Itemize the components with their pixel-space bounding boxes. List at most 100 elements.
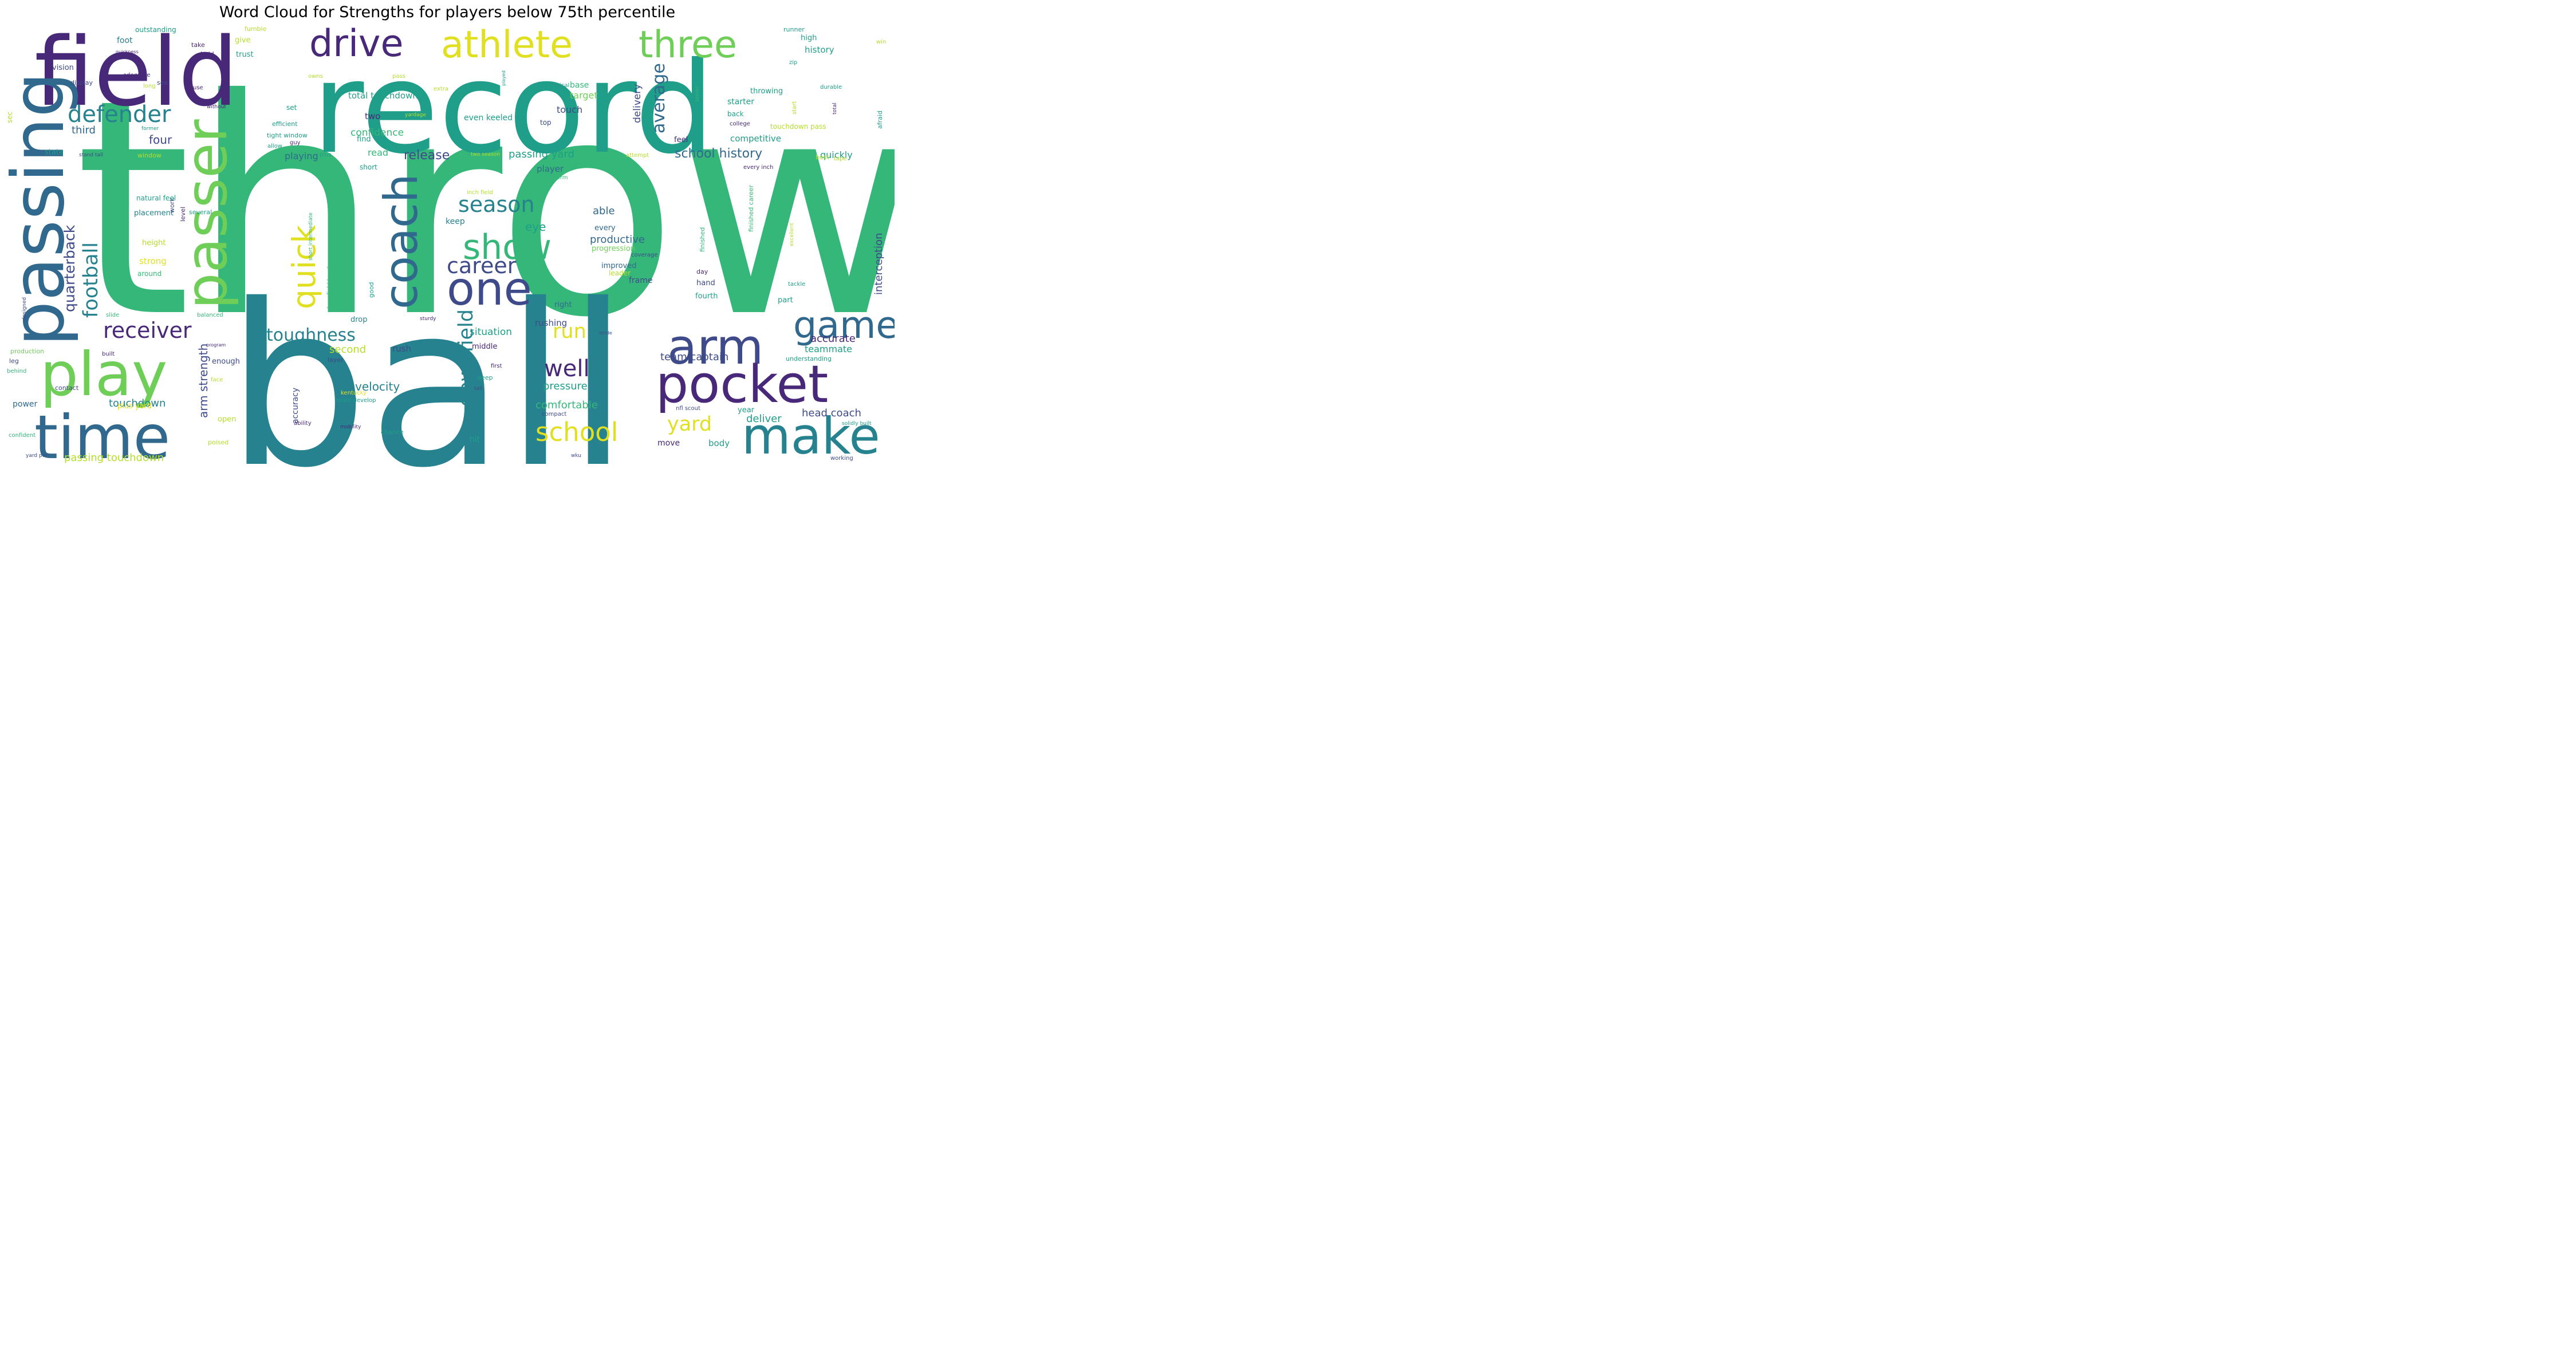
word-73: every <box>594 224 616 232</box>
word-15: one <box>447 262 532 316</box>
word-126: durable <box>820 84 842 90</box>
word-128: afraid <box>876 111 884 129</box>
word-49: confidence <box>350 127 404 139</box>
word-39: interception <box>873 233 885 295</box>
word-112: quickness <box>116 49 139 54</box>
word-37: passing yard <box>509 148 574 160</box>
word-62: playing <box>285 151 318 161</box>
word-17: show <box>463 227 552 267</box>
word-195: face <box>211 377 223 383</box>
word-23: quarterback <box>61 224 78 312</box>
word-52: touch <box>557 104 582 115</box>
word-119: vertical <box>548 82 569 89</box>
word-100: college <box>730 121 750 127</box>
word-172: compact <box>542 411 566 417</box>
word-150: enough <box>212 357 240 366</box>
word-151: natural feel <box>136 194 176 202</box>
word-21: receiver <box>103 318 192 343</box>
word-137: inch field <box>467 190 493 196</box>
word-31: toughness <box>266 325 356 345</box>
word-2: ball <box>226 257 629 471</box>
word-55: four <box>149 133 172 147</box>
word-33: release <box>404 148 450 163</box>
word-194: yardage <box>405 112 426 118</box>
word-72: able <box>593 205 615 217</box>
word-146: day <box>696 268 708 275</box>
word-90: plus yard <box>117 402 152 411</box>
word-24: downfield <box>455 309 478 407</box>
word-196: drop <box>350 316 368 324</box>
word-84: around <box>137 270 162 278</box>
word-109: trust <box>236 50 254 59</box>
word-16: game <box>793 304 895 347</box>
chart-title: Word Cloud for Strengths for players bel… <box>219 3 676 21</box>
word-46: accurate <box>810 333 856 345</box>
word-45: deliver <box>746 413 782 425</box>
word-36: touchdown <box>109 397 166 409</box>
word-161: behind <box>7 368 26 375</box>
word-48: competitive <box>730 133 781 144</box>
word-83: strong <box>139 256 167 266</box>
word-74: progression <box>592 245 635 253</box>
word-78: fourth <box>695 292 718 301</box>
word-127: total <box>832 103 838 115</box>
word-42: pressure <box>543 380 588 392</box>
word-185: without <box>207 104 226 110</box>
word-29: run <box>553 320 586 343</box>
word-69: player <box>537 164 564 174</box>
word-34: school history <box>675 147 762 161</box>
word-121: runner <box>783 26 805 33</box>
word-177: confident <box>9 432 36 439</box>
word-165: deep <box>477 374 493 381</box>
word-105: display <box>70 79 93 86</box>
word-186: former <box>141 126 159 132</box>
word-56: third <box>72 124 96 136</box>
word-cloud-figure: Word Cloud for Strengths for players bel… <box>0 0 895 471</box>
word-95: body <box>708 438 730 448</box>
word-108: hold <box>200 50 214 58</box>
word-133: every inch <box>743 164 773 171</box>
word-47: teammate <box>805 344 852 354</box>
word-91: power <box>13 400 38 409</box>
word-193: designed <box>22 297 27 321</box>
word-124: start <box>791 101 798 115</box>
word-87: work <box>168 198 176 213</box>
word-79: rushing <box>535 318 567 328</box>
word-190: guy <box>290 140 301 146</box>
word-123: zip <box>789 60 797 66</box>
word-168: kentucky <box>341 390 367 396</box>
word-77: hand <box>696 279 715 287</box>
word-86: placement <box>134 209 174 218</box>
word-71: eye <box>525 220 546 234</box>
word-22: football <box>80 242 103 318</box>
word-139: finished career <box>747 184 755 232</box>
word-173: us <box>599 409 607 417</box>
word-156: stride <box>599 330 612 336</box>
word-120: top <box>540 119 552 127</box>
word-178: yard per <box>26 453 48 459</box>
word-6: three <box>639 23 737 66</box>
word-59: total touchdown <box>348 90 418 101</box>
word-164: first <box>491 363 502 369</box>
word-63: read <box>368 147 388 158</box>
word-68: even keeled <box>464 113 513 123</box>
word-170: accuracy <box>291 388 300 424</box>
word-53: target <box>570 90 598 101</box>
word-117: pass <box>392 73 405 80</box>
word-152: size <box>113 279 126 287</box>
word-13: pocket <box>656 354 828 415</box>
word-70: quickly <box>820 149 853 160</box>
word-113: adequate <box>123 72 151 78</box>
word-64: two <box>365 111 380 121</box>
word-4: passing <box>0 72 80 347</box>
word-66: efficient <box>272 120 298 128</box>
word-148: part <box>778 296 793 305</box>
word-159: production <box>10 348 44 355</box>
word-160: leg <box>9 357 19 365</box>
word-26: career <box>447 253 517 278</box>
word-1: record <box>312 35 715 182</box>
word-153: slide <box>106 312 119 318</box>
word-132: tape <box>834 156 847 162</box>
word-20: defender <box>68 101 171 128</box>
